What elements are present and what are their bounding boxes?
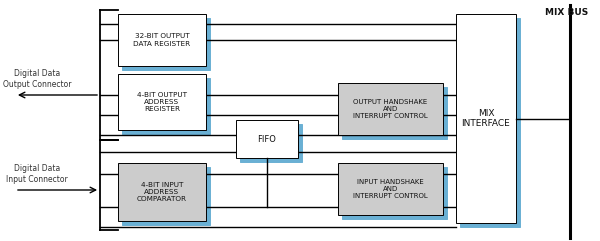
Text: Digital Data
Output Connector: Digital Data Output Connector <box>3 69 71 89</box>
Bar <box>338 163 443 215</box>
Text: 4-BIT OUTPUT
ADDRESS
REGISTER: 4-BIT OUTPUT ADDRESS REGISTER <box>137 92 187 112</box>
Bar <box>236 120 298 158</box>
Text: MIX BUS: MIX BUS <box>545 8 588 17</box>
Text: INPUT HANDSHAKE
AND
INTERRUPT CONTROL: INPUT HANDSHAKE AND INTERRUPT CONTROL <box>353 179 428 199</box>
Bar <box>122 167 210 225</box>
Bar <box>122 78 210 134</box>
Bar <box>240 124 302 162</box>
Bar <box>460 18 520 227</box>
Bar <box>338 83 443 135</box>
Text: 4-BIT INPUT
ADDRESS
COMPARATOR: 4-BIT INPUT ADDRESS COMPARATOR <box>137 182 187 202</box>
Bar <box>342 167 447 219</box>
Bar <box>118 163 206 221</box>
Text: FIFO: FIFO <box>257 134 277 143</box>
Text: OUTPUT HANDSHAKE
AND
INTERRUPT CONTROL: OUTPUT HANDSHAKE AND INTERRUPT CONTROL <box>353 99 428 119</box>
Text: Digital Data
Input Connector: Digital Data Input Connector <box>6 164 68 184</box>
Bar <box>122 18 210 70</box>
Bar <box>118 74 206 130</box>
Bar <box>118 14 206 66</box>
Bar <box>456 14 516 223</box>
Bar <box>342 87 447 139</box>
Text: 32-BIT OUTPUT
DATA REGISTER: 32-BIT OUTPUT DATA REGISTER <box>133 33 191 47</box>
Text: MIX
INTERFACE: MIX INTERFACE <box>461 109 511 128</box>
